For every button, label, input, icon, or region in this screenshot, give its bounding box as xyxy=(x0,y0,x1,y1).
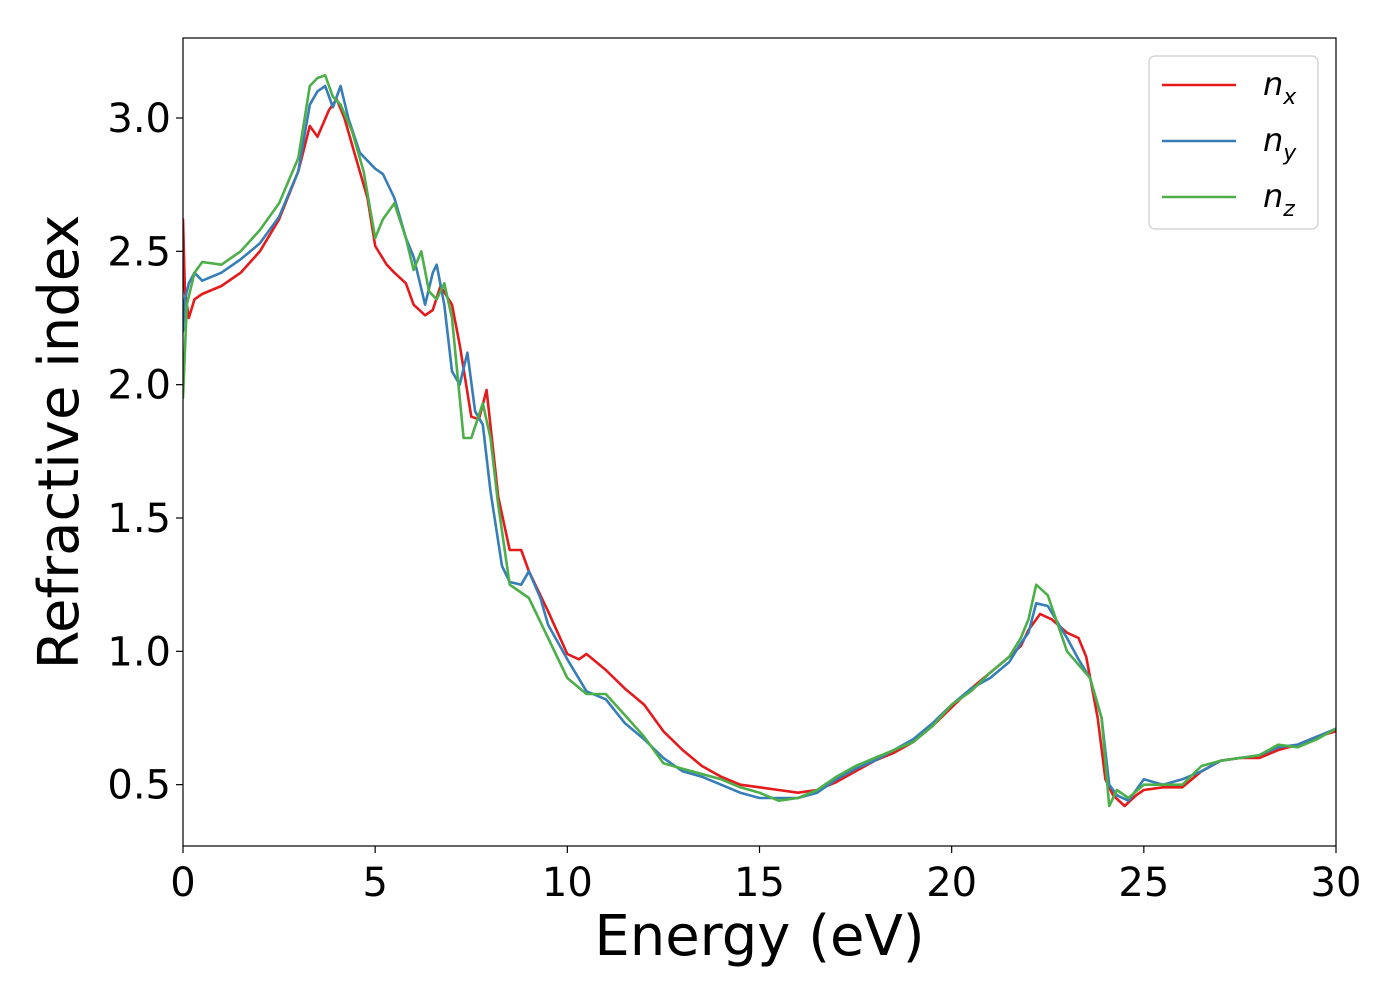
y-axis-title: Refractive index xyxy=(27,215,92,670)
x-tick-label: 20 xyxy=(926,860,977,906)
series-layer xyxy=(183,74,1336,808)
y-axis: 0.5 1.0 1.5 2.0 2.5 3.0 xyxy=(107,96,183,809)
legend-box xyxy=(1148,55,1319,230)
x-tick-label: 30 xyxy=(1311,860,1362,906)
x-tick-label: 0 xyxy=(170,860,195,906)
x-axis: 0 5 10 15 20 25 30 xyxy=(170,846,1361,906)
legend-label-nx: nx xyxy=(1263,65,1297,110)
x-tick-label: 25 xyxy=(1118,860,1169,906)
x-axis-title: Energy (eV) xyxy=(594,904,924,969)
x-tick-label: 10 xyxy=(542,860,593,906)
x-tick-label: 15 xyxy=(734,860,785,906)
y-tick-label: 2.0 xyxy=(107,363,171,409)
y-tick-label: 1.0 xyxy=(107,629,171,675)
legend-label-ny: ny xyxy=(1263,121,1297,166)
y-tick-label: 2.5 xyxy=(107,229,171,275)
y-tick-label: 1.5 xyxy=(107,496,171,542)
y-tick-label: 3.0 xyxy=(107,96,171,142)
legend: nx ny nz xyxy=(1148,55,1319,230)
legend-label-nz: nz xyxy=(1263,177,1295,222)
y-tick-label: 0.5 xyxy=(107,763,171,809)
x-tick-label: 5 xyxy=(362,860,387,906)
series-line-nz xyxy=(183,74,1336,808)
